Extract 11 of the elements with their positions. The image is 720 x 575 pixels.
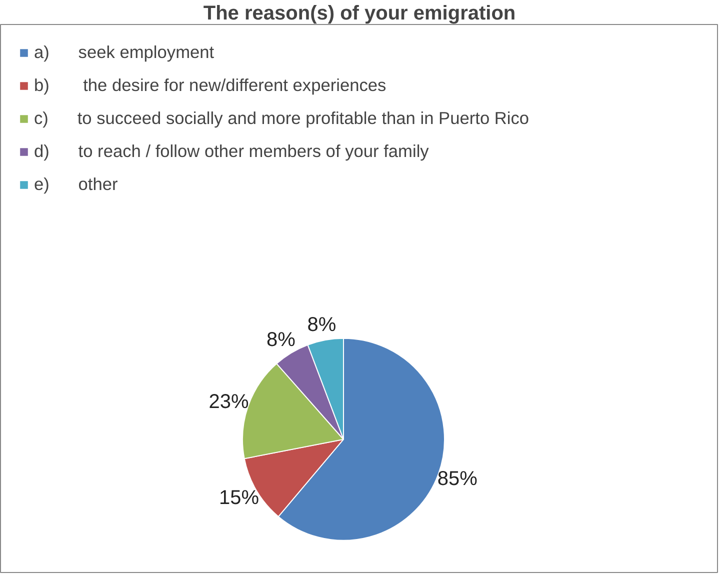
data-label: 15% — [218, 487, 260, 510]
data-label: 23% — [208, 390, 249, 413]
legend-label: a) seek employment — [34, 42, 214, 63]
data-label: 8% — [266, 328, 296, 351]
legend-label: b) the desire for new/different experiences — [34, 75, 386, 96]
chart-title: The reason(s) of your emigration — [203, 2, 516, 24]
data-label: 8% — [307, 314, 336, 336]
legend-label: e) other — [34, 174, 118, 195]
data-label: 85% — [437, 468, 478, 490]
legend-label: c) to succeed socially and more profitable than in Puerto Rico — [34, 108, 530, 129]
legend-label: d) to reach / follow other members of your family — [34, 141, 429, 162]
